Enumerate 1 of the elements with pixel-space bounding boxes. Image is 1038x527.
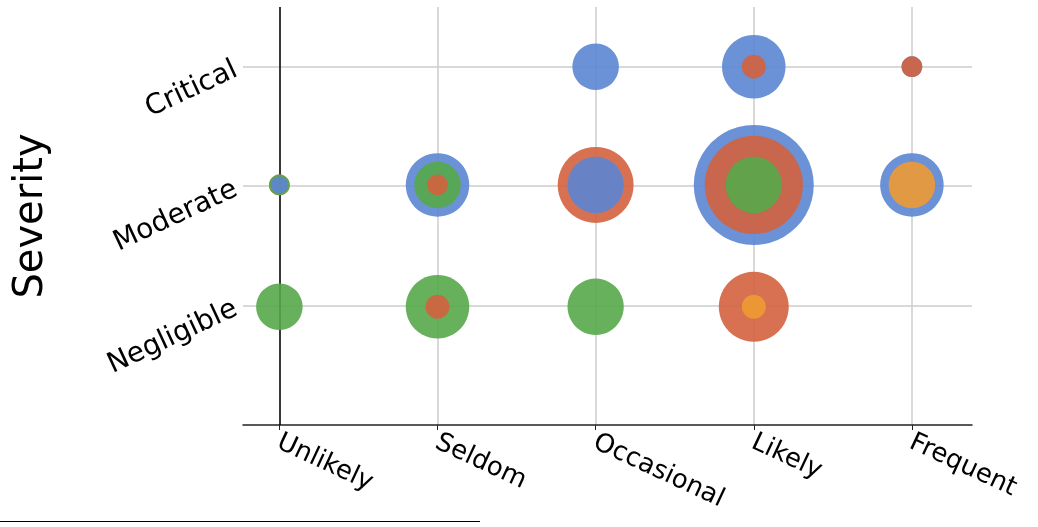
y-axis-title: Severity xyxy=(5,133,51,299)
